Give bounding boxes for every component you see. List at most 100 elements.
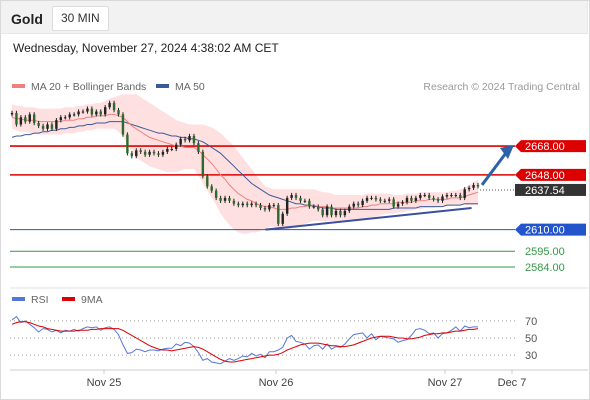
level-tag-0 [515, 140, 586, 153]
candle-body [228, 197, 231, 201]
candle-body [467, 187, 471, 190]
candle-body [117, 110, 120, 115]
candle-body [28, 114, 31, 122]
candle-body [175, 144, 178, 149]
candle-body [103, 107, 107, 115]
candle-body [317, 206, 320, 210]
candle-body [463, 189, 466, 198]
candle-body [143, 151, 147, 155]
ma20-line [11, 113, 479, 210]
candle-body [68, 114, 71, 118]
candle-body [59, 117, 63, 121]
candle-body [246, 203, 249, 206]
candle-body [46, 124, 49, 129]
candle-body [272, 205, 276, 207]
projection-arrow-shaft [480, 152, 508, 186]
candle-body [170, 148, 173, 150]
rsi-series-1 [11, 321, 479, 363]
rsi-series-0 [11, 315, 478, 365]
candle-body [126, 134, 129, 154]
candle-body [179, 138, 182, 145]
candle-body [232, 200, 236, 204]
level-tag-2 [515, 223, 586, 236]
legend-label-1: MA 50 [175, 81, 205, 93]
candle-body [183, 138, 187, 141]
rsi-tick-1: 50 [525, 333, 537, 345]
candle-body [210, 186, 213, 191]
candle-body [50, 124, 54, 129]
bollinger-band-area [12, 94, 478, 234]
ma50-line [11, 121, 478, 210]
x-tick-label-3: Dec 7 [498, 377, 527, 389]
candle-body [41, 125, 45, 129]
level-label-2: 2610.00 [525, 225, 565, 237]
candle-body [37, 123, 40, 126]
candle-body [32, 114, 36, 124]
candle-body [254, 203, 258, 206]
chart-datetime: Wednesday, November 27, 2024 4:38:02 AM … [13, 41, 279, 55]
rsi-legend-label-1: 9MA [81, 294, 103, 306]
candle-body [86, 108, 89, 112]
candle-body [476, 184, 480, 187]
candle-body [410, 197, 413, 201]
chart-header: Gold 30 MIN [0, 0, 588, 34]
candle-body [108, 102, 111, 108]
candle-body [339, 210, 342, 216]
candle-body [308, 200, 311, 207]
candle-body [90, 108, 94, 115]
candle-body [281, 213, 284, 224]
candle-body [334, 210, 338, 216]
candle-body [81, 111, 85, 113]
candle-body [250, 203, 253, 206]
candle-body [161, 151, 165, 155]
candle-body [472, 184, 475, 188]
candle-body [388, 199, 391, 201]
candle-body [383, 200, 387, 202]
projection-arrow-head [500, 144, 514, 159]
rsi-legend-label-0: RSI [31, 294, 49, 306]
candle-body [405, 197, 409, 203]
candle-body [285, 197, 289, 214]
candle-body [214, 190, 218, 198]
candle-body [263, 208, 267, 210]
x-tick-label-0: Nov 25 [87, 377, 122, 389]
candle-body [19, 117, 23, 125]
candle-body [99, 111, 102, 115]
candle-body [188, 136, 191, 141]
candle-body [419, 195, 422, 198]
candle-body [64, 117, 67, 119]
candle-body [294, 195, 298, 198]
price-legend: MA 20 + Bollinger Bands MA 50 [12, 81, 205, 93]
candle-body [15, 112, 18, 125]
candle-body [396, 203, 400, 207]
current-price-label: 2637.54 [525, 185, 565, 197]
candle-body [312, 206, 315, 208]
instrument-name: Gold [11, 11, 43, 27]
candles [10, 100, 480, 226]
x-tick-label-1: Nov 26 [259, 377, 294, 389]
candle-body [432, 197, 435, 200]
candle-body [414, 197, 418, 201]
candle-body [361, 200, 364, 206]
candle-body [152, 151, 156, 154]
candle-body [55, 120, 58, 129]
candle-body [392, 199, 395, 207]
candle-body [95, 111, 98, 115]
candle-body [112, 102, 116, 111]
candle-body [148, 151, 151, 155]
candle-body [121, 114, 125, 135]
x-tick-label-2: Nov 27 [428, 377, 463, 389]
candle-body [10, 112, 14, 115]
legend-swatch-0 [12, 84, 25, 88]
candle-body [325, 206, 329, 216]
candle-body [277, 205, 280, 224]
timeframe-selector[interactable]: 30 MIN [52, 6, 109, 31]
trend-line [265, 207, 472, 231]
candle-body [450, 195, 453, 197]
level-tag-1 [515, 168, 586, 181]
source-credit: Research © 2024 Trading Central [423, 81, 580, 93]
rsi-tick-0: 70 [525, 316, 537, 328]
candle-body [241, 203, 244, 206]
candle-body [379, 199, 382, 201]
candle-body [259, 205, 262, 208]
